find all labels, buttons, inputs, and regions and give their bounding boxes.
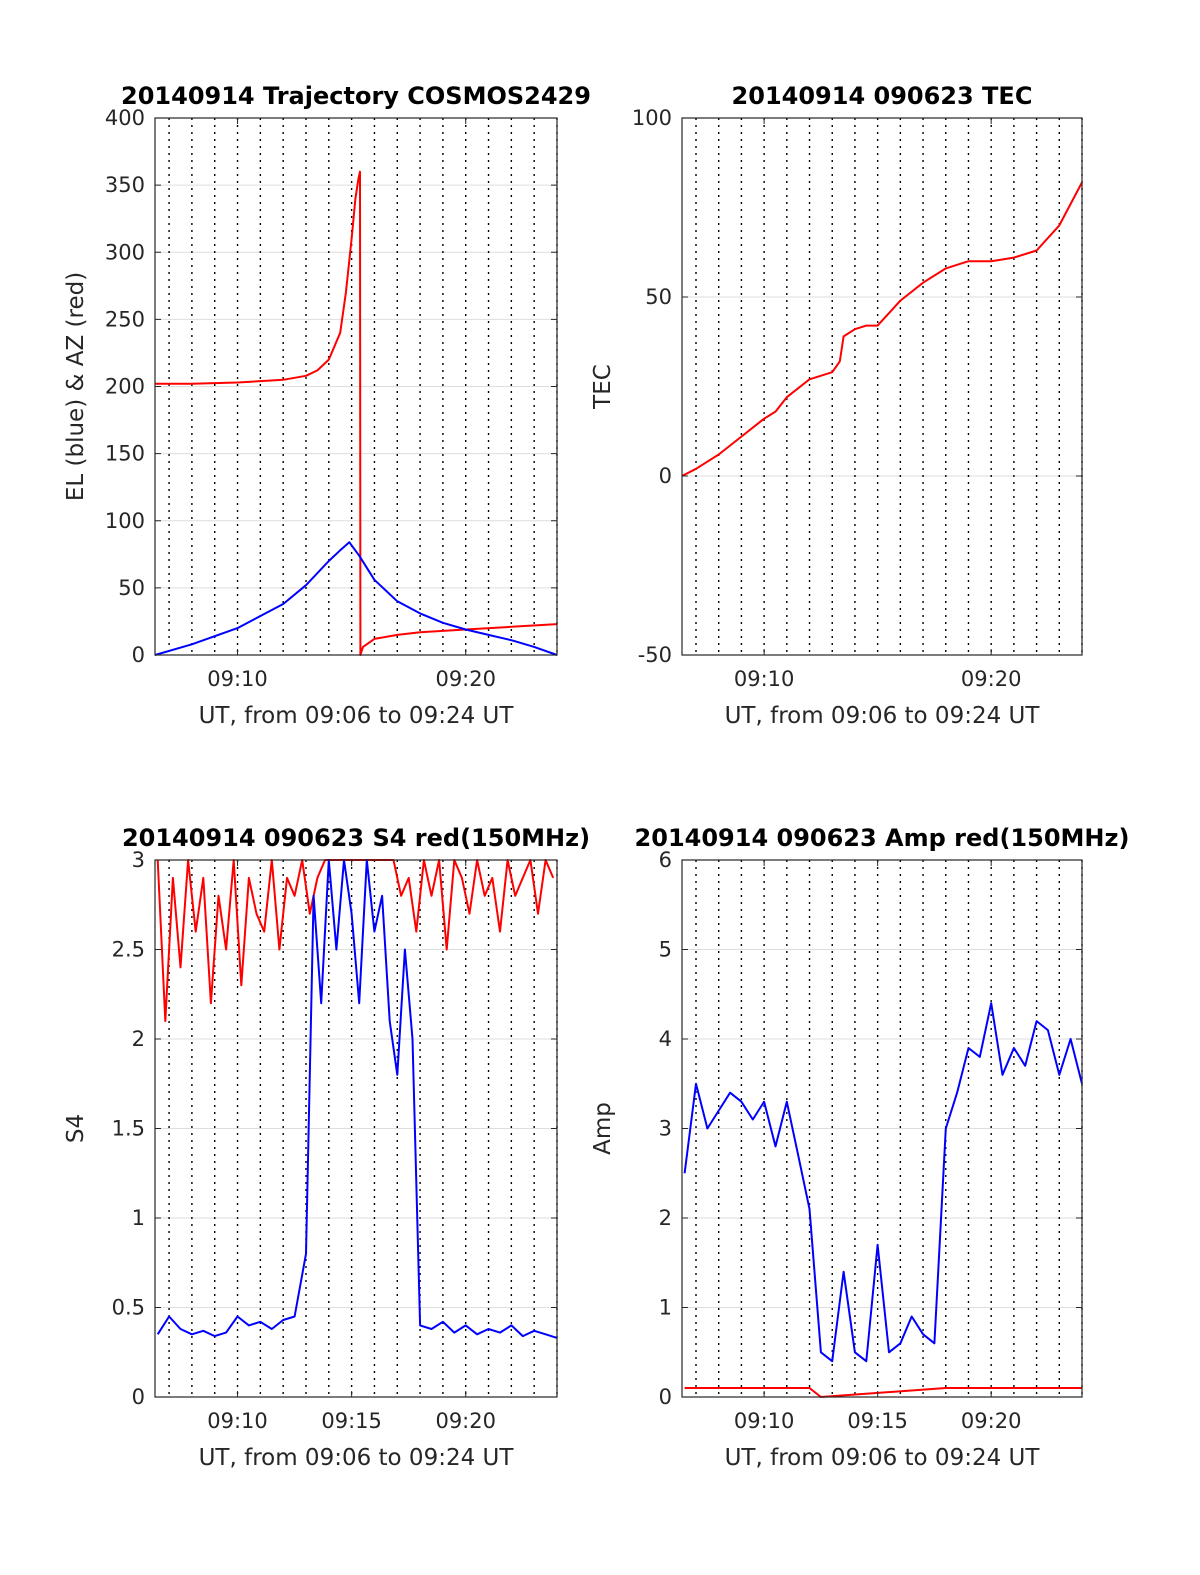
y-tick-label: 1.5	[112, 1117, 145, 1141]
x-axis-label: UT, from 09:06 to 09:24 UT	[725, 1445, 1041, 1471]
x-tick-label: 09:20	[435, 667, 496, 691]
plot-area	[682, 118, 1082, 655]
y-tick-label: 2	[659, 1206, 672, 1230]
x-axis-label: UT, from 09:06 to 09:24 UT	[725, 703, 1041, 729]
x-tick-label: 09:15	[847, 1409, 908, 1433]
y-axis-label: Amp	[590, 1102, 616, 1155]
series-line-1	[683, 1002, 1083, 1363]
y-tick-label: 2	[132, 1027, 145, 1051]
x-tick-label: 09:10	[207, 667, 268, 691]
x-tick-label: 09:10	[734, 1409, 795, 1433]
y-tick-label: 0	[132, 1385, 145, 1409]
series-line-1	[155, 170, 558, 656]
y-tick-label: 0	[659, 464, 672, 488]
series-line-1	[681, 181, 1083, 477]
x-tick-label: 09:15	[321, 1409, 382, 1433]
chart-title: 20140914 090623 TEC	[732, 82, 1033, 110]
chart-title: 20140914 Trajectory COSMOS2429	[121, 82, 591, 110]
chart-title: 20140914 090623 Amp red(150MHz)	[635, 824, 1130, 852]
x-tick-label: 09:20	[961, 667, 1022, 691]
y-tick-label: 0	[132, 643, 145, 667]
y-axis-label: TEC	[590, 364, 616, 410]
y-tick-label: 250	[105, 307, 145, 331]
y-tick-label: 100	[105, 509, 145, 533]
series-line-2	[156, 859, 558, 1339]
y-tick-label: 0.5	[112, 1296, 145, 1320]
chart-panel-4: 0 1 2 3 4 5 6 09:10 09:15 09:20 20140914 090623 Am…	[590, 824, 1129, 1471]
y-tick-label: 2.5	[112, 938, 145, 962]
chart-title: 20140914 090623 S4 red(150MHz)	[122, 824, 590, 852]
y-tick-label: 5	[659, 938, 672, 962]
x-tick-label: 09:10	[207, 1409, 268, 1433]
y-tick-label: 150	[105, 442, 145, 466]
x-tick-label: 09:20	[961, 1409, 1022, 1433]
y-axis-label: EL (blue) & AZ (red)	[63, 272, 89, 501]
y-tick-label: 1	[132, 1206, 145, 1230]
y-tick-label: 3	[132, 848, 145, 872]
y-tick-label: 200	[105, 375, 145, 399]
y-tick-label: 100	[632, 106, 672, 130]
y-tick-label: 50	[645, 285, 672, 309]
y-axis-label: S4	[63, 1114, 89, 1143]
x-tick-label: 09:10	[734, 667, 795, 691]
y-tick-label: 3	[659, 1117, 672, 1141]
y-tick-label: 300	[105, 240, 145, 264]
y-tick-label: 4	[659, 1027, 672, 1051]
y-tick-label: 0	[659, 1385, 672, 1409]
y-tick-label: 6	[659, 848, 672, 872]
y-tick-label: 50	[118, 576, 145, 600]
x-axis-label: UT, from 09:06 to 09:24 UT	[199, 703, 515, 729]
chart-panel-3: 0 0.5 1 1.5 2 2.5 3 09:10 09:15 09:20 20140914 090…	[63, 824, 590, 1471]
y-tick-label: 1	[659, 1296, 672, 1320]
x-tick-label: 09:20	[435, 1409, 496, 1433]
chart-panel-2: -50 0 50 100 09:10 09:20 20140914 090623 TEC UT…	[590, 82, 1083, 729]
y-tick-label: -50	[638, 643, 672, 667]
axes-box	[681, 117, 1083, 656]
chart-panel-1: 0 50 100 150 200 250 300 350 400 09:10 09:20 201409…	[63, 82, 591, 729]
x-axis-label: UT, from 09:06 to 09:24 UT	[199, 1445, 515, 1471]
series-line-2	[154, 541, 558, 656]
y-tick-label: 400	[105, 106, 145, 130]
y-tick-label: 350	[105, 173, 145, 197]
